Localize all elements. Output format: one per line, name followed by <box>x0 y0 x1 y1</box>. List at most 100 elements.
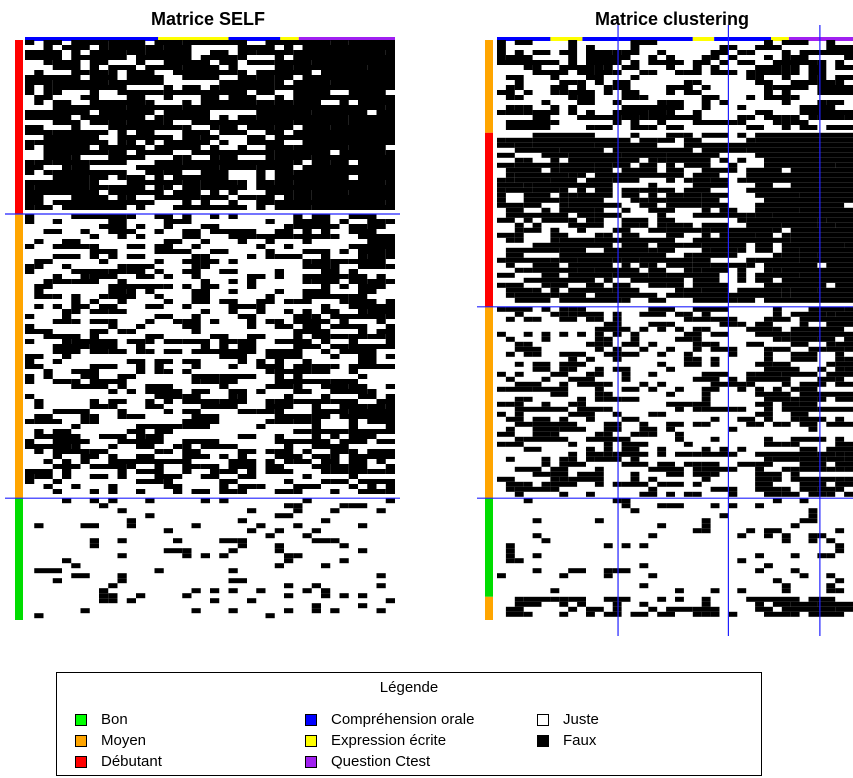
cell-faux <box>808 75 818 80</box>
cell-faux <box>339 319 349 324</box>
cell-faux <box>514 601 542 607</box>
orange-square-icon <box>75 734 87 747</box>
cell-faux <box>358 224 368 229</box>
cell-faux <box>219 553 229 559</box>
cell-faux <box>247 334 266 339</box>
cell-faux <box>293 100 321 105</box>
cell-faux <box>648 227 667 233</box>
cell-faux <box>648 486 658 492</box>
cell-faux <box>755 75 764 80</box>
cell-faux <box>339 165 358 170</box>
cell-faux <box>550 227 560 233</box>
cell-faux <box>302 419 312 424</box>
cell-faux <box>80 175 90 180</box>
cell-faux <box>163 339 183 344</box>
cell-faux <box>808 267 853 273</box>
cell-faux <box>577 381 604 387</box>
cell-faux <box>136 205 146 210</box>
cell-faux <box>559 197 569 203</box>
cell-faux <box>108 120 127 125</box>
cell-faux <box>284 593 294 599</box>
question-type-band <box>158 37 229 41</box>
cell-faux <box>764 115 782 120</box>
cell-faux <box>43 329 53 334</box>
cell-faux <box>348 299 377 304</box>
cell-faux <box>817 90 853 95</box>
cell-faux <box>182 155 192 160</box>
cell-faux <box>764 85 773 90</box>
cell-faux <box>666 421 675 427</box>
cell-faux <box>541 386 569 392</box>
cell-faux <box>71 125 81 130</box>
cell-faux <box>348 364 358 369</box>
cell-faux <box>781 606 809 612</box>
cell-faux <box>256 409 266 414</box>
cell-faux <box>376 60 395 65</box>
cell-faux <box>639 346 649 352</box>
cell-faux <box>781 100 791 105</box>
cell-faux <box>826 588 836 594</box>
cell-faux <box>550 237 560 243</box>
cell-faux <box>505 548 515 554</box>
cell-faux <box>621 232 631 238</box>
cell-faux <box>781 336 791 342</box>
cell-faux <box>701 147 729 153</box>
cell-faux <box>302 279 312 284</box>
cell-faux <box>210 165 220 170</box>
cell-faux <box>577 70 586 75</box>
cell-faux <box>274 55 284 60</box>
cell-faux <box>683 351 693 357</box>
cell-faux <box>339 334 349 339</box>
cell-faux <box>330 464 340 469</box>
cell-faux <box>247 274 266 279</box>
cell-faux <box>154 244 173 249</box>
cell-faux <box>358 155 395 160</box>
cell-faux <box>817 366 827 372</box>
cell-faux <box>274 150 331 155</box>
cell-faux <box>505 456 515 462</box>
cell-faux <box>505 416 524 422</box>
cell-faux <box>154 175 164 180</box>
cell-faux <box>34 100 44 105</box>
cell-faux <box>764 202 845 208</box>
cell-faux <box>228 394 238 399</box>
cell-faux <box>274 254 284 259</box>
cell-faux <box>247 125 275 130</box>
cell-faux <box>612 451 631 457</box>
cell-faux <box>182 214 192 219</box>
cell-faux <box>62 155 72 160</box>
cell-faux <box>182 304 192 309</box>
cell-faux <box>550 466 569 472</box>
cell-faux <box>89 175 99 180</box>
cell-faux <box>34 70 44 75</box>
green-square-icon <box>75 713 87 726</box>
cell-faux <box>311 464 321 469</box>
cell-faux <box>376 439 395 444</box>
cell-faux <box>799 50 809 55</box>
cell-faux <box>89 160 127 165</box>
cell-faux <box>293 130 377 135</box>
cell-faux <box>701 267 729 273</box>
cell-faux <box>25 165 44 170</box>
cell-faux <box>182 229 192 234</box>
cell-faux <box>200 264 210 269</box>
cell-faux <box>293 503 303 509</box>
cell-faux <box>764 147 853 153</box>
cell-faux <box>514 222 524 228</box>
cell-faux <box>666 157 711 163</box>
cell-faux <box>772 227 782 233</box>
cell-faux <box>790 167 853 173</box>
cell-faux <box>367 224 386 229</box>
cell-faux <box>621 95 631 100</box>
cell-faux <box>339 249 349 254</box>
cell-faux <box>808 533 818 539</box>
cell-faux <box>265 319 275 324</box>
cell-faux <box>790 95 800 100</box>
cell-faux <box>256 115 266 120</box>
cell-faux <box>817 115 845 120</box>
cell-faux <box>237 75 247 80</box>
cell-faux <box>182 100 192 105</box>
cell-faux <box>550 105 560 110</box>
cell-faux <box>505 247 542 253</box>
cell-faux <box>247 484 257 489</box>
